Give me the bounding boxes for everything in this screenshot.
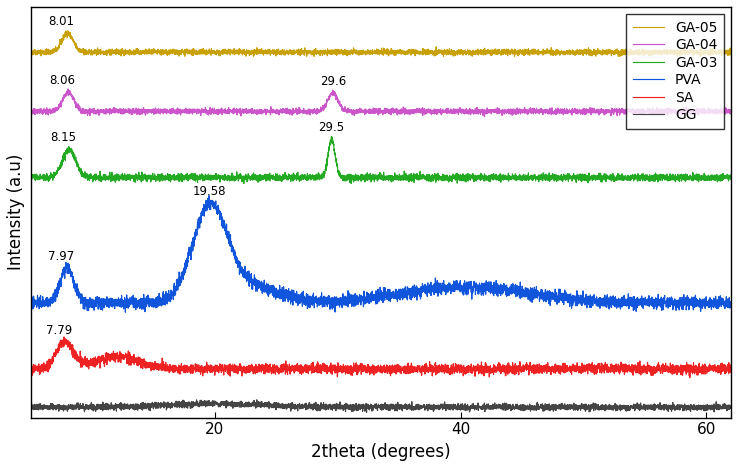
Line: SA: SA — [30, 337, 731, 378]
GG — [549, 402, 558, 407]
Text: 8.06: 8.06 — [49, 74, 75, 87]
PVA — [482, 287, 491, 293]
GG — [294, 403, 303, 409]
GA-05 — [294, 46, 303, 52]
GA-03 — [26, 173, 35, 179]
SA — [727, 370, 736, 375]
GA-03 — [549, 175, 558, 181]
PVA — [294, 296, 303, 302]
SA — [686, 375, 694, 380]
GA-04 — [480, 114, 489, 119]
GA-05 — [26, 49, 35, 54]
SA — [602, 367, 611, 373]
GA-05 — [549, 51, 558, 56]
GA-04 — [26, 111, 35, 117]
GA-04 — [446, 108, 455, 114]
Line: GG: GG — [30, 400, 731, 412]
GA-03 — [446, 173, 455, 179]
GA-04 — [727, 110, 736, 115]
SA — [60, 334, 69, 340]
Text: 8.15: 8.15 — [50, 132, 76, 145]
SA — [446, 365, 455, 371]
Text: 8.01: 8.01 — [49, 15, 75, 28]
GA-04 — [482, 108, 491, 113]
GA-04 — [154, 108, 162, 113]
SA — [154, 361, 162, 366]
Line: PVA: PVA — [30, 196, 731, 312]
GA-05 — [154, 46, 162, 52]
GA-05 — [446, 50, 455, 55]
GA-03 — [727, 172, 736, 177]
SA — [294, 365, 303, 370]
Text: 19.58: 19.58 — [193, 185, 227, 198]
Text: 29.6: 29.6 — [320, 75, 346, 88]
GG — [154, 401, 162, 407]
Text: 7.97: 7.97 — [48, 250, 74, 263]
PVA — [154, 303, 162, 308]
GA-03 — [294, 175, 303, 181]
GA-04 — [294, 111, 303, 117]
GA-05 — [696, 54, 705, 59]
GA-05 — [482, 49, 491, 54]
Line: GA-05: GA-05 — [30, 31, 731, 57]
X-axis label: 2theta (degrees): 2theta (degrees) — [311, 443, 451, 461]
GA-03 — [154, 172, 162, 177]
GA-03 — [602, 174, 611, 180]
GA-05 — [727, 51, 736, 56]
Y-axis label: Intensity (a.u): Intensity (a.u) — [7, 154, 25, 271]
GA-05 — [602, 51, 611, 56]
PVA — [549, 295, 558, 301]
PVA — [26, 295, 35, 300]
GA-03 — [327, 134, 336, 139]
PVA — [602, 301, 611, 307]
PVA — [121, 309, 130, 315]
SA — [26, 366, 35, 371]
GA-05 — [63, 28, 72, 34]
GA-03 — [239, 181, 248, 186]
GG — [727, 405, 736, 411]
GA-04 — [602, 108, 611, 113]
GG — [26, 405, 35, 411]
GA-04 — [63, 86, 72, 92]
GA-03 — [482, 176, 491, 182]
GG — [482, 403, 491, 409]
GG — [446, 404, 455, 410]
Text: 29.5: 29.5 — [319, 121, 345, 134]
Text: 7.79: 7.79 — [46, 324, 72, 337]
Legend: GA-05, GA-04, GA-03, PVA, SA, GG: GA-05, GA-04, GA-03, PVA, SA, GG — [626, 14, 724, 129]
Line: GA-03: GA-03 — [30, 137, 731, 183]
SA — [549, 369, 558, 374]
PVA — [727, 305, 736, 310]
Line: GA-04: GA-04 — [30, 89, 731, 117]
GG — [252, 397, 261, 402]
GG — [362, 410, 371, 415]
GA-04 — [549, 111, 558, 117]
PVA — [204, 193, 213, 198]
GG — [602, 405, 611, 411]
SA — [482, 365, 491, 370]
PVA — [446, 286, 455, 292]
